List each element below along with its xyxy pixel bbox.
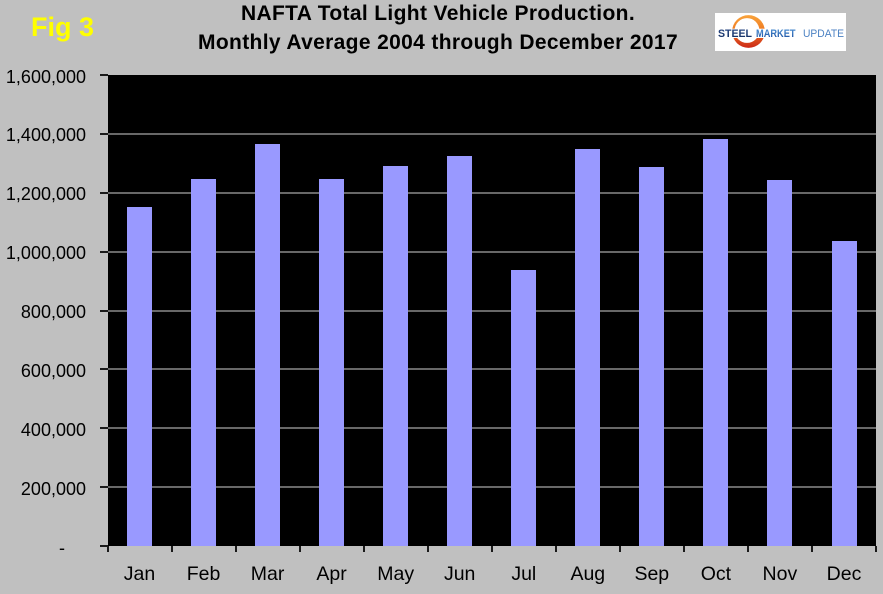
svg-text:MARKET: MARKET — [756, 28, 796, 40]
svg-text:STEEL: STEEL — [718, 28, 753, 40]
svg-text:UPDATE: UPDATE — [803, 28, 844, 40]
